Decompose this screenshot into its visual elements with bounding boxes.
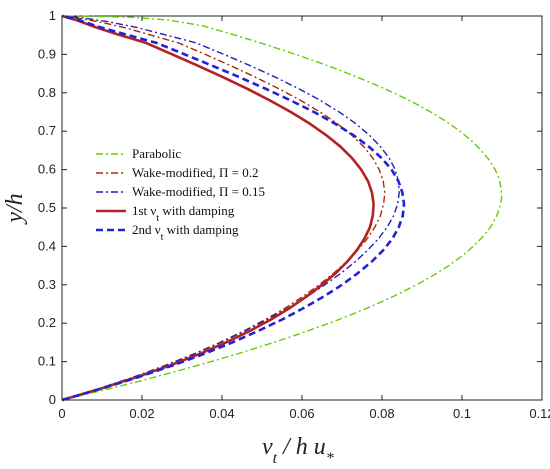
y-tick-label: 0.4 [38,238,56,253]
y-tick-label: 0.2 [38,315,56,330]
legend-label-3: 1st νt with damping [132,203,235,224]
x-axis-label: νt / h u* [262,434,334,467]
legend: Parabolic Wake-modified, Π = 0.2 Wake-modi… [96,146,265,243]
y-tick-label: 0.7 [38,123,56,138]
x-tick-label: 0.04 [209,406,234,421]
y-tick-label: 0.6 [38,162,56,177]
x-tick-label: 0.02 [129,406,154,421]
series-line-4 [61,14,406,402]
series-line-2 [61,15,400,401]
y-tick-label: 1 [49,8,56,23]
tick-layer: 0 0.02 0.04 0.06 0.08 0.1 0.12 0 0.1 0.2 0.3 0.4 0.5… [38,8,550,421]
series-layer [61,14,503,402]
legend-label-2: Wake-modified, Π = 0.15 [132,184,265,199]
legend-label-4: 2nd νt with damping [132,222,239,243]
y-tick-label: 0.1 [38,354,56,369]
legend-label-1: Wake-modified, Π = 0.2 [132,165,259,180]
x-tick-label: 0.06 [289,406,314,421]
y-tick-label: 0.5 [38,200,56,215]
x-tick-label: 0.08 [369,406,394,421]
x-tick-label: 0 [58,406,65,421]
y-tick-label: 0.8 [38,85,56,100]
y-tick-label: 0.3 [38,277,56,292]
y-tick-label: 0 [49,392,56,407]
y-tick-label: 0.9 [38,46,56,61]
plot-area [61,15,543,401]
x-tick-label: 0.12 [529,406,550,421]
x-tick-label: 0.1 [453,406,471,421]
series-line-3 [61,14,375,402]
y-axis-label: y/h [2,193,28,224]
legend-label-0: Parabolic [132,146,181,161]
series-line-1 [61,15,386,401]
